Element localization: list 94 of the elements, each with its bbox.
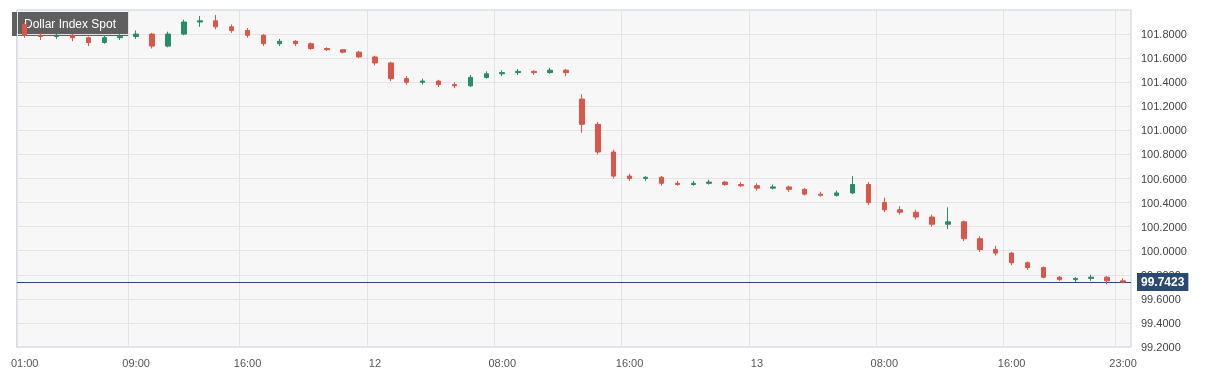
candlestick [165,31,171,48]
candlestick [54,33,59,40]
candlestick [977,235,983,253]
candlestick [786,185,792,193]
candlestick [38,32,43,41]
candlestick [1025,261,1030,271]
candlestick [213,14,218,30]
x-tick-label: 08:00 [488,356,517,369]
y-tick-label: 99.2000 [1141,341,1181,353]
candlestick [531,69,537,76]
candlestick [611,149,616,179]
y-tick-label: 99.4000 [1141,316,1181,329]
ref-line-label: 99.7423 [1141,275,1185,290]
candlestick [1057,275,1062,282]
x-tick-label: 08:00 [870,356,899,369]
candlestick [834,190,839,198]
candlestick [197,15,203,28]
candlestick [961,220,967,242]
x-tick-label: 23:00 [1109,356,1137,369]
candlestick [945,206,951,230]
candlestick [293,39,298,47]
candlestick [499,69,505,77]
candlestick [929,214,935,228]
y-tick-label: 100.6000 [1141,172,1187,185]
candlestick [1104,275,1110,285]
y-tick-label: 100.0000 [1141,244,1187,257]
candlestick [627,173,632,182]
candlestick [324,46,330,52]
candlestick [117,33,123,41]
candlestick [754,182,760,192]
candlestick [356,50,362,59]
x-tick-label: 16:00 [997,356,1026,369]
candlestick [722,180,728,187]
y-tick-label: 100.4000 [1141,196,1187,209]
candlestick [420,78,425,86]
candlestick [261,33,266,47]
candlestick [659,175,664,187]
x-tick-label: 13 [750,356,764,369]
candlestick [850,175,855,195]
candlestick [181,19,187,36]
candlestick [515,68,521,76]
candlestick [691,180,696,187]
candlestick [1073,276,1078,283]
y-tick-label: 101.6000 [1141,52,1187,65]
y-tick-label: 99.6000 [1141,292,1181,305]
x-tick-label: 16:00 [615,356,644,369]
candlestick [372,55,378,66]
y-tick-label: 101.0000 [1141,124,1187,137]
candlestick [770,184,776,190]
candlestick [308,42,314,51]
candlestick [22,21,27,39]
candlestick [229,23,234,34]
candlestick [452,81,457,89]
x-tick-label: 01:00 [10,356,39,369]
candlestick [993,245,998,257]
candlestick [706,179,712,186]
candlestick [388,61,394,82]
candlestick [818,191,823,198]
y-tick-label: 100.8000 [1141,148,1187,161]
candlestick [245,27,250,39]
candlestick [579,93,585,134]
candlestick [149,32,155,50]
candlestick [484,70,489,80]
candlestick [1009,251,1014,266]
y-tick-label: 100.2000 [1141,220,1187,233]
candlestick [1120,277,1126,284]
candlestick [340,49,346,54]
y-tick-label: 101.4000 [1141,76,1187,89]
x-tick-label: 12 [368,356,382,369]
candlestick [547,67,553,75]
candlestick [133,29,139,40]
y-tick-label: 101.8000 [1141,28,1187,41]
candlestick [468,74,473,88]
candlestick [563,68,569,77]
candlestick [882,197,887,213]
candlestick [70,33,75,42]
candlestick [404,75,409,86]
candlestick [897,205,903,216]
candlestick [436,79,441,88]
y-tick-label: 101.2000 [1141,100,1187,113]
candlestick [1088,274,1094,282]
candlestick [86,35,91,47]
candlestick [866,181,871,206]
candlestick [1041,265,1046,279]
candlestick [102,34,107,45]
candlestick [913,209,919,220]
x-tick-label: 09:00 [122,356,150,369]
candlestick [277,38,282,47]
candlestick [675,180,680,187]
x-tick-label: 16:00 [233,356,262,369]
candlestick [802,187,807,196]
candlestick [643,175,648,182]
candlestick [595,121,601,155]
candlestick [738,181,744,188]
